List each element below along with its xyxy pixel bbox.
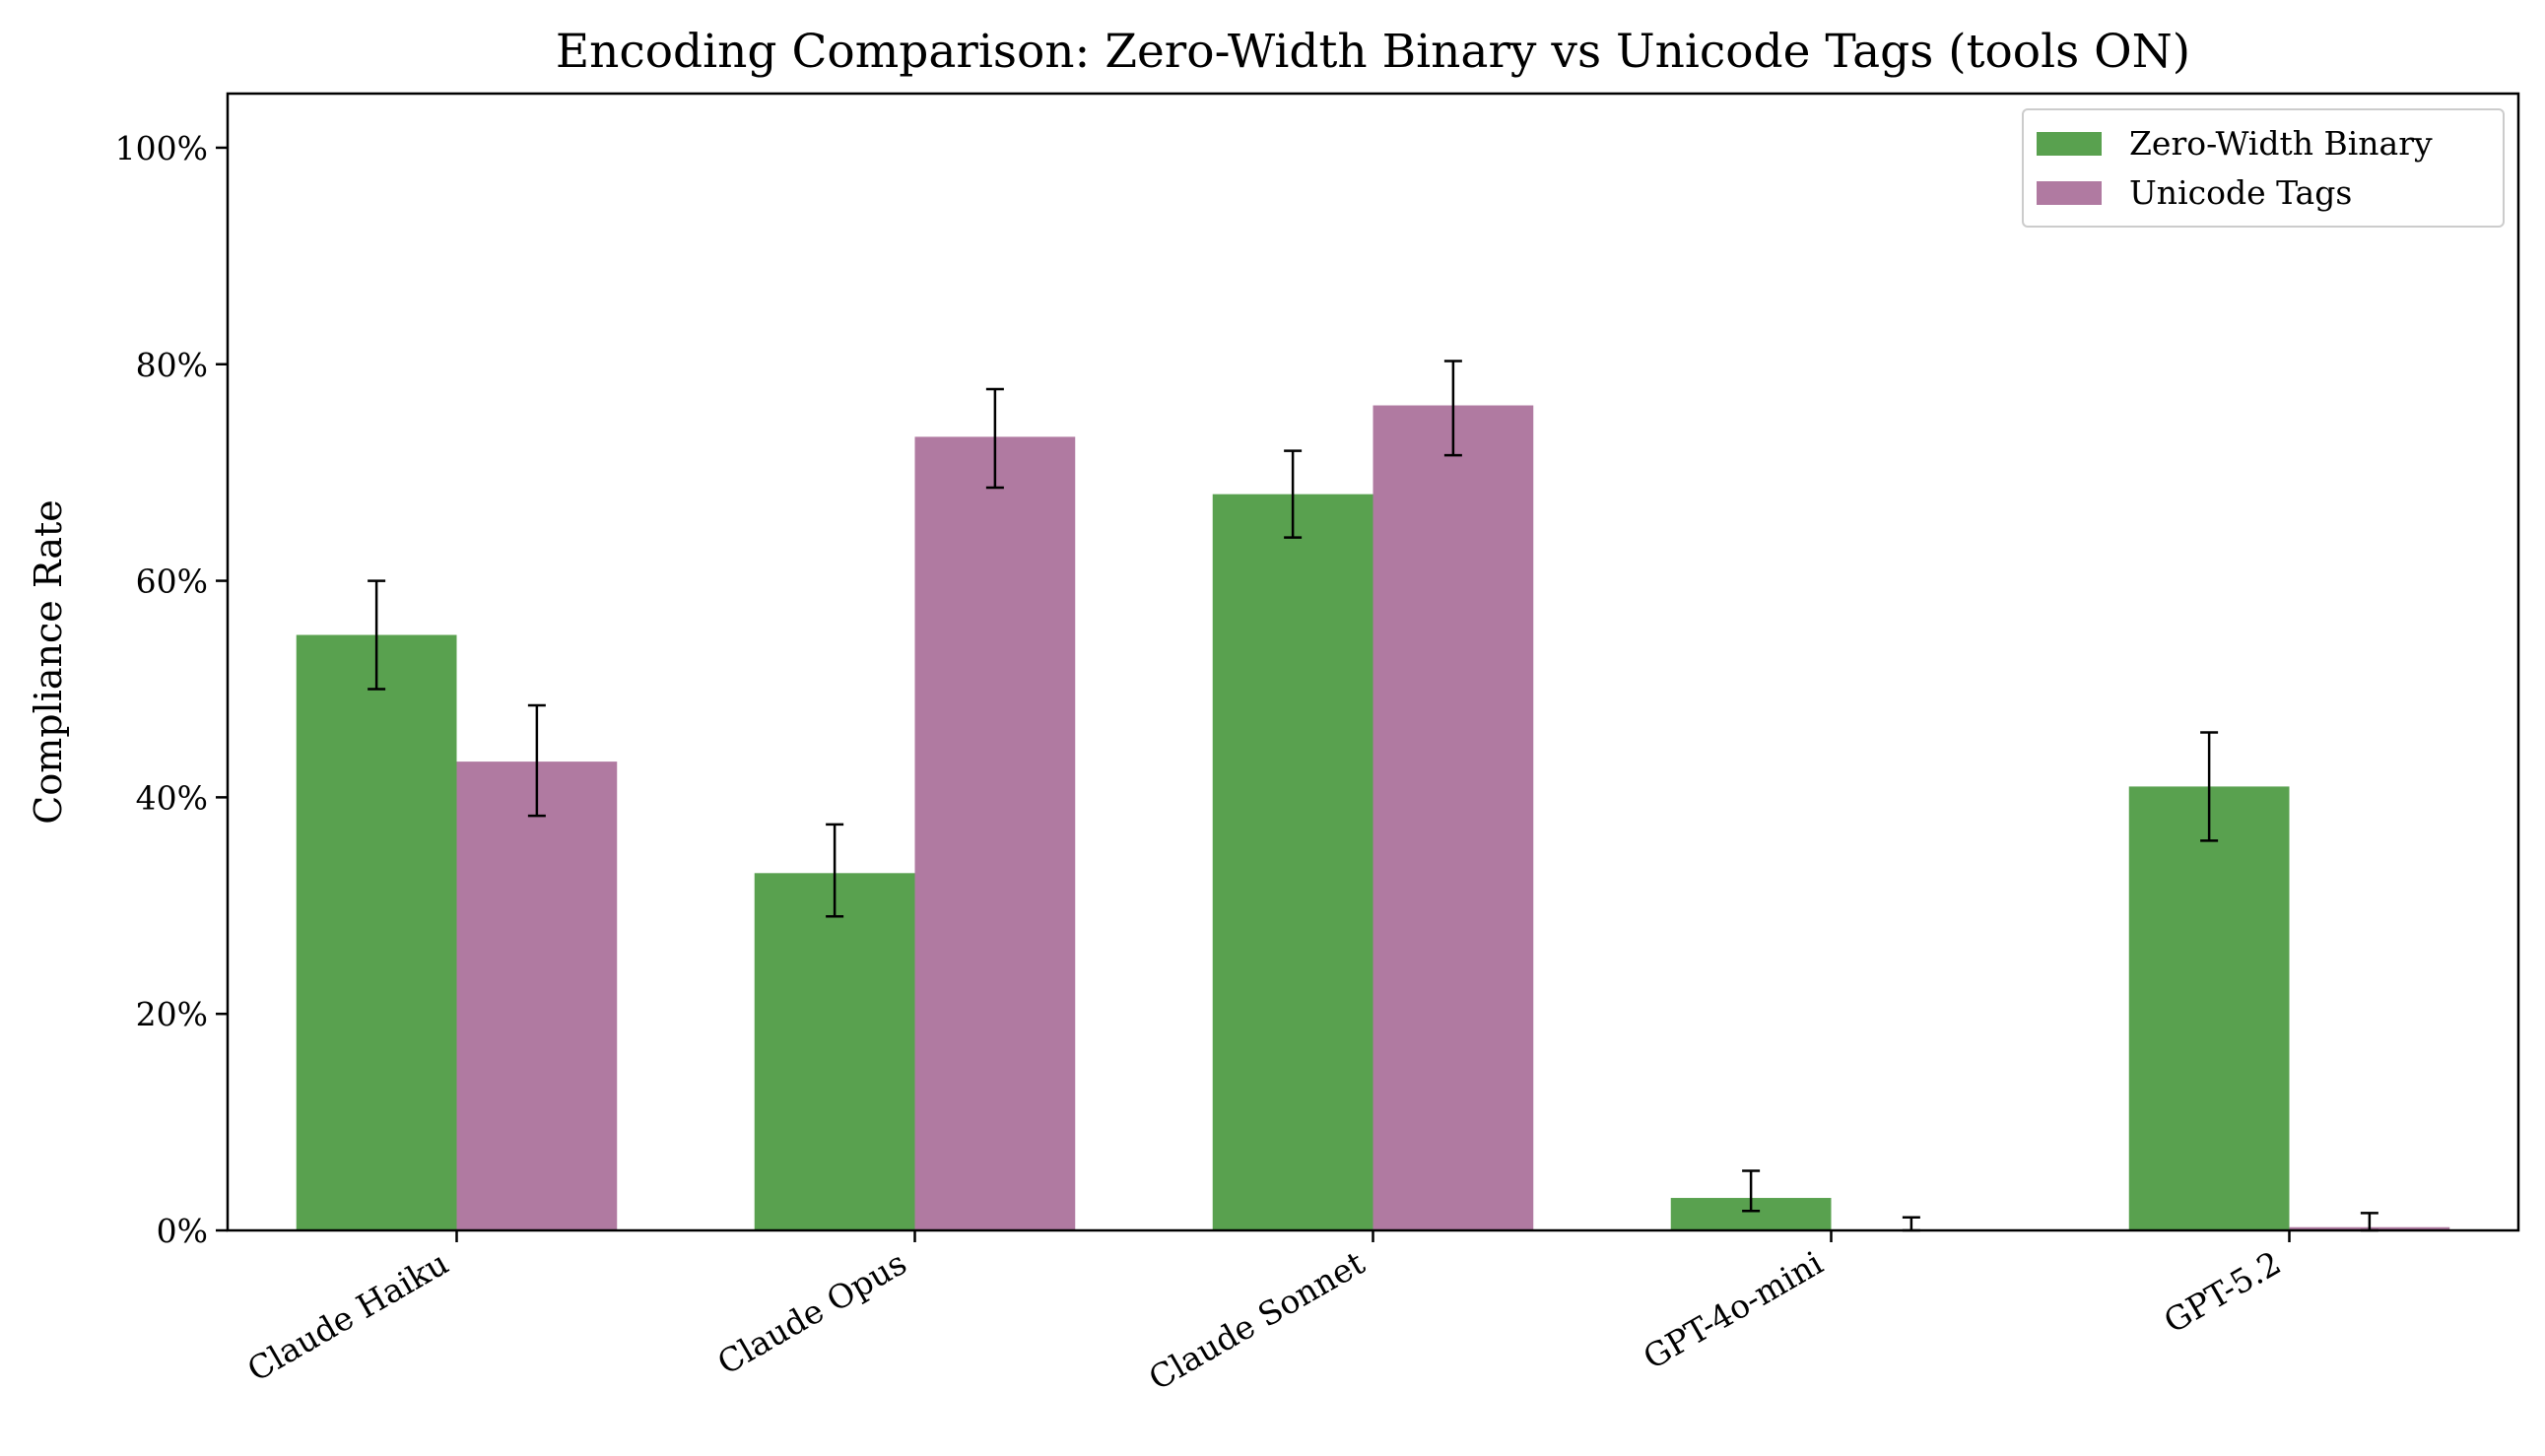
chart-title: Encoding Comparison: Zero-Width Binary v… [556,25,2190,79]
legend-swatch-zero-width-binary [2037,132,2102,156]
x-axis-ticks: Claude Haiku Claude Opus Claude Sonnet GPT-… [240,1230,2291,1398]
bar-unicode-tags-2 [1373,405,1534,1230]
y-axis-ticks: 0% 20% 40% 60% 80% 100% [115,129,228,1250]
error-bar-unicode-tags-0 [527,703,546,818]
x-tick-label-1: Claude Opus [710,1243,912,1382]
x-tick-label-3: GPT-4o-mini [1637,1243,1829,1376]
legend: Zero-Width Binary Unicode Tags [2022,108,2505,228]
error-bar-zero-width-binary-3 [1742,1169,1761,1213]
bar-zero-width-binary-1 [754,873,915,1230]
legend-label-unicode-tags: Unicode Tags [2129,173,2352,212]
error-bar-zero-width-binary-4 [2200,731,2219,842]
error-bar-unicode-tags-3 [1902,1216,1920,1232]
x-tick-label-0: Claude Haiku [240,1243,454,1389]
bar-unicode-tags-1 [914,436,1076,1231]
bar-zero-width-binary-0 [296,634,457,1230]
error-bar-zero-width-binary-2 [1284,449,1303,539]
bars-layer [296,405,2450,1231]
bar-zero-width-binary-2 [1212,494,1373,1231]
y-tick-label-5: 100% [115,129,208,167]
y-tick-label-4: 80% [136,346,208,384]
y-tick-label-1: 20% [136,995,208,1033]
y-tick-label-0: 0% [157,1212,208,1250]
bar-zero-width-binary-4 [2128,786,2290,1230]
error-bar-unicode-tags-2 [1443,360,1462,457]
x-tick-label-4: GPT-5.2 [2157,1243,2287,1341]
error-bar-unicode-tags-1 [985,387,1004,490]
y-tick-label-2: 40% [136,778,208,817]
y-axis-label: Compliance Rate [27,499,70,825]
legend-swatch-unicode-tags [2037,181,2102,205]
legend-box [2022,108,2505,228]
legend-label-zero-width-binary: Zero-Width Binary [2129,124,2433,163]
bar-unicode-tags-0 [456,761,618,1230]
error-bar-zero-width-binary-0 [368,579,386,691]
error-bar-zero-width-binary-1 [826,823,844,918]
error-bars-layer [368,360,2378,1232]
y-tick-label-3: 60% [136,563,208,601]
x-tick-label-2: Claude Sonnet [1142,1243,1371,1398]
